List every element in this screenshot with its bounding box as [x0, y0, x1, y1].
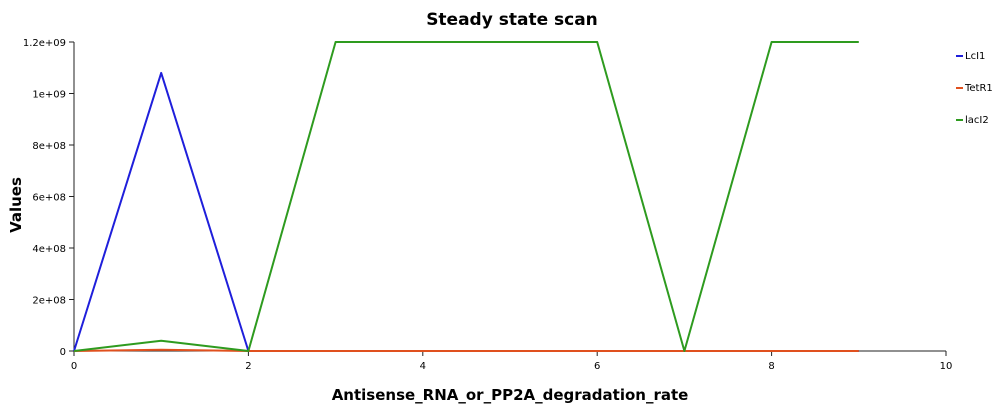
- y-tick-label: 1.2e+09: [23, 38, 66, 49]
- x-tick-label: 0: [71, 361, 77, 372]
- x-tick-label: 8: [768, 361, 774, 372]
- x-tick-label: 10: [940, 361, 953, 372]
- series-line-lci1: [73, 71, 859, 352]
- x-ticks: 0 2 4 6 8 10: [71, 351, 953, 372]
- y-tick-label: 2e+08: [32, 296, 66, 307]
- series-line-tetr1: [73, 348, 859, 352]
- y-tick-label: 1e+09: [32, 90, 66, 101]
- legend: LcI1 TetR1 lacI2: [956, 51, 993, 126]
- x-tick-label: 2: [245, 361, 251, 372]
- legend-label: LcI1: [965, 51, 985, 62]
- series-line-laci2: [73, 41, 859, 352]
- plot-area: 0 2 4 6 8 10 0 2e+08 4e+08 6e+08 8e+08 1e+09 1.2e+0…: [23, 38, 953, 372]
- x-axis-label: Antisense_RNA_or_PP2A_degradation_rate: [332, 386, 689, 404]
- y-ticks: 0 2e+08 4e+08 6e+08 8e+08 1e+09 1.2e+09: [23, 38, 74, 358]
- y-axis-label: Values: [7, 177, 25, 233]
- legend-label: lacI2: [965, 115, 989, 126]
- y-tick-label: 0: [60, 347, 66, 358]
- y-tick-label: 8e+08: [32, 141, 66, 152]
- x-tick-label: 4: [420, 361, 426, 372]
- series-lines: [73, 41, 859, 352]
- y-tick-label: 6e+08: [32, 193, 66, 204]
- chart-title: Steady state scan: [426, 10, 598, 30]
- x-tick-label: 6: [594, 361, 600, 372]
- y-tick-label: 4e+08: [32, 244, 66, 255]
- legend-label: TetR1: [964, 83, 993, 94]
